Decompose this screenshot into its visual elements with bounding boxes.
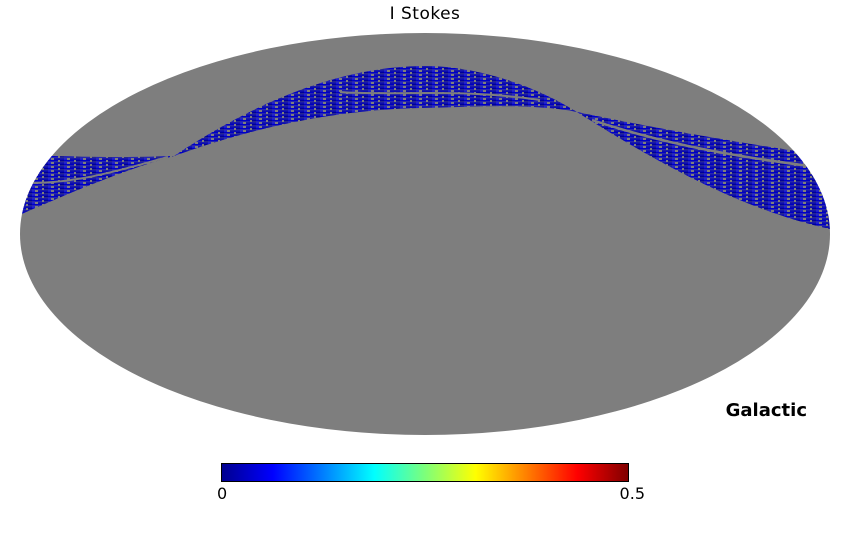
scan-band-middle-lobe <box>174 66 577 156</box>
colorbar-max-label: 0.5 <box>619 484 645 503</box>
colorbar-min-label: 0 <box>217 484 228 503</box>
coordinate-frame-label: Galactic <box>725 400 807 421</box>
scan-band-gap-middle <box>339 91 541 101</box>
scan-band-left-lobe <box>20 154 174 220</box>
scan-band-gap-left <box>24 156 169 185</box>
colorbar <box>221 463 629 482</box>
scan-band <box>20 66 830 232</box>
plot-title: I Stokes <box>389 4 461 24</box>
scan-band-gap-right <box>591 118 826 170</box>
scan-band-right-lobe <box>577 112 830 232</box>
